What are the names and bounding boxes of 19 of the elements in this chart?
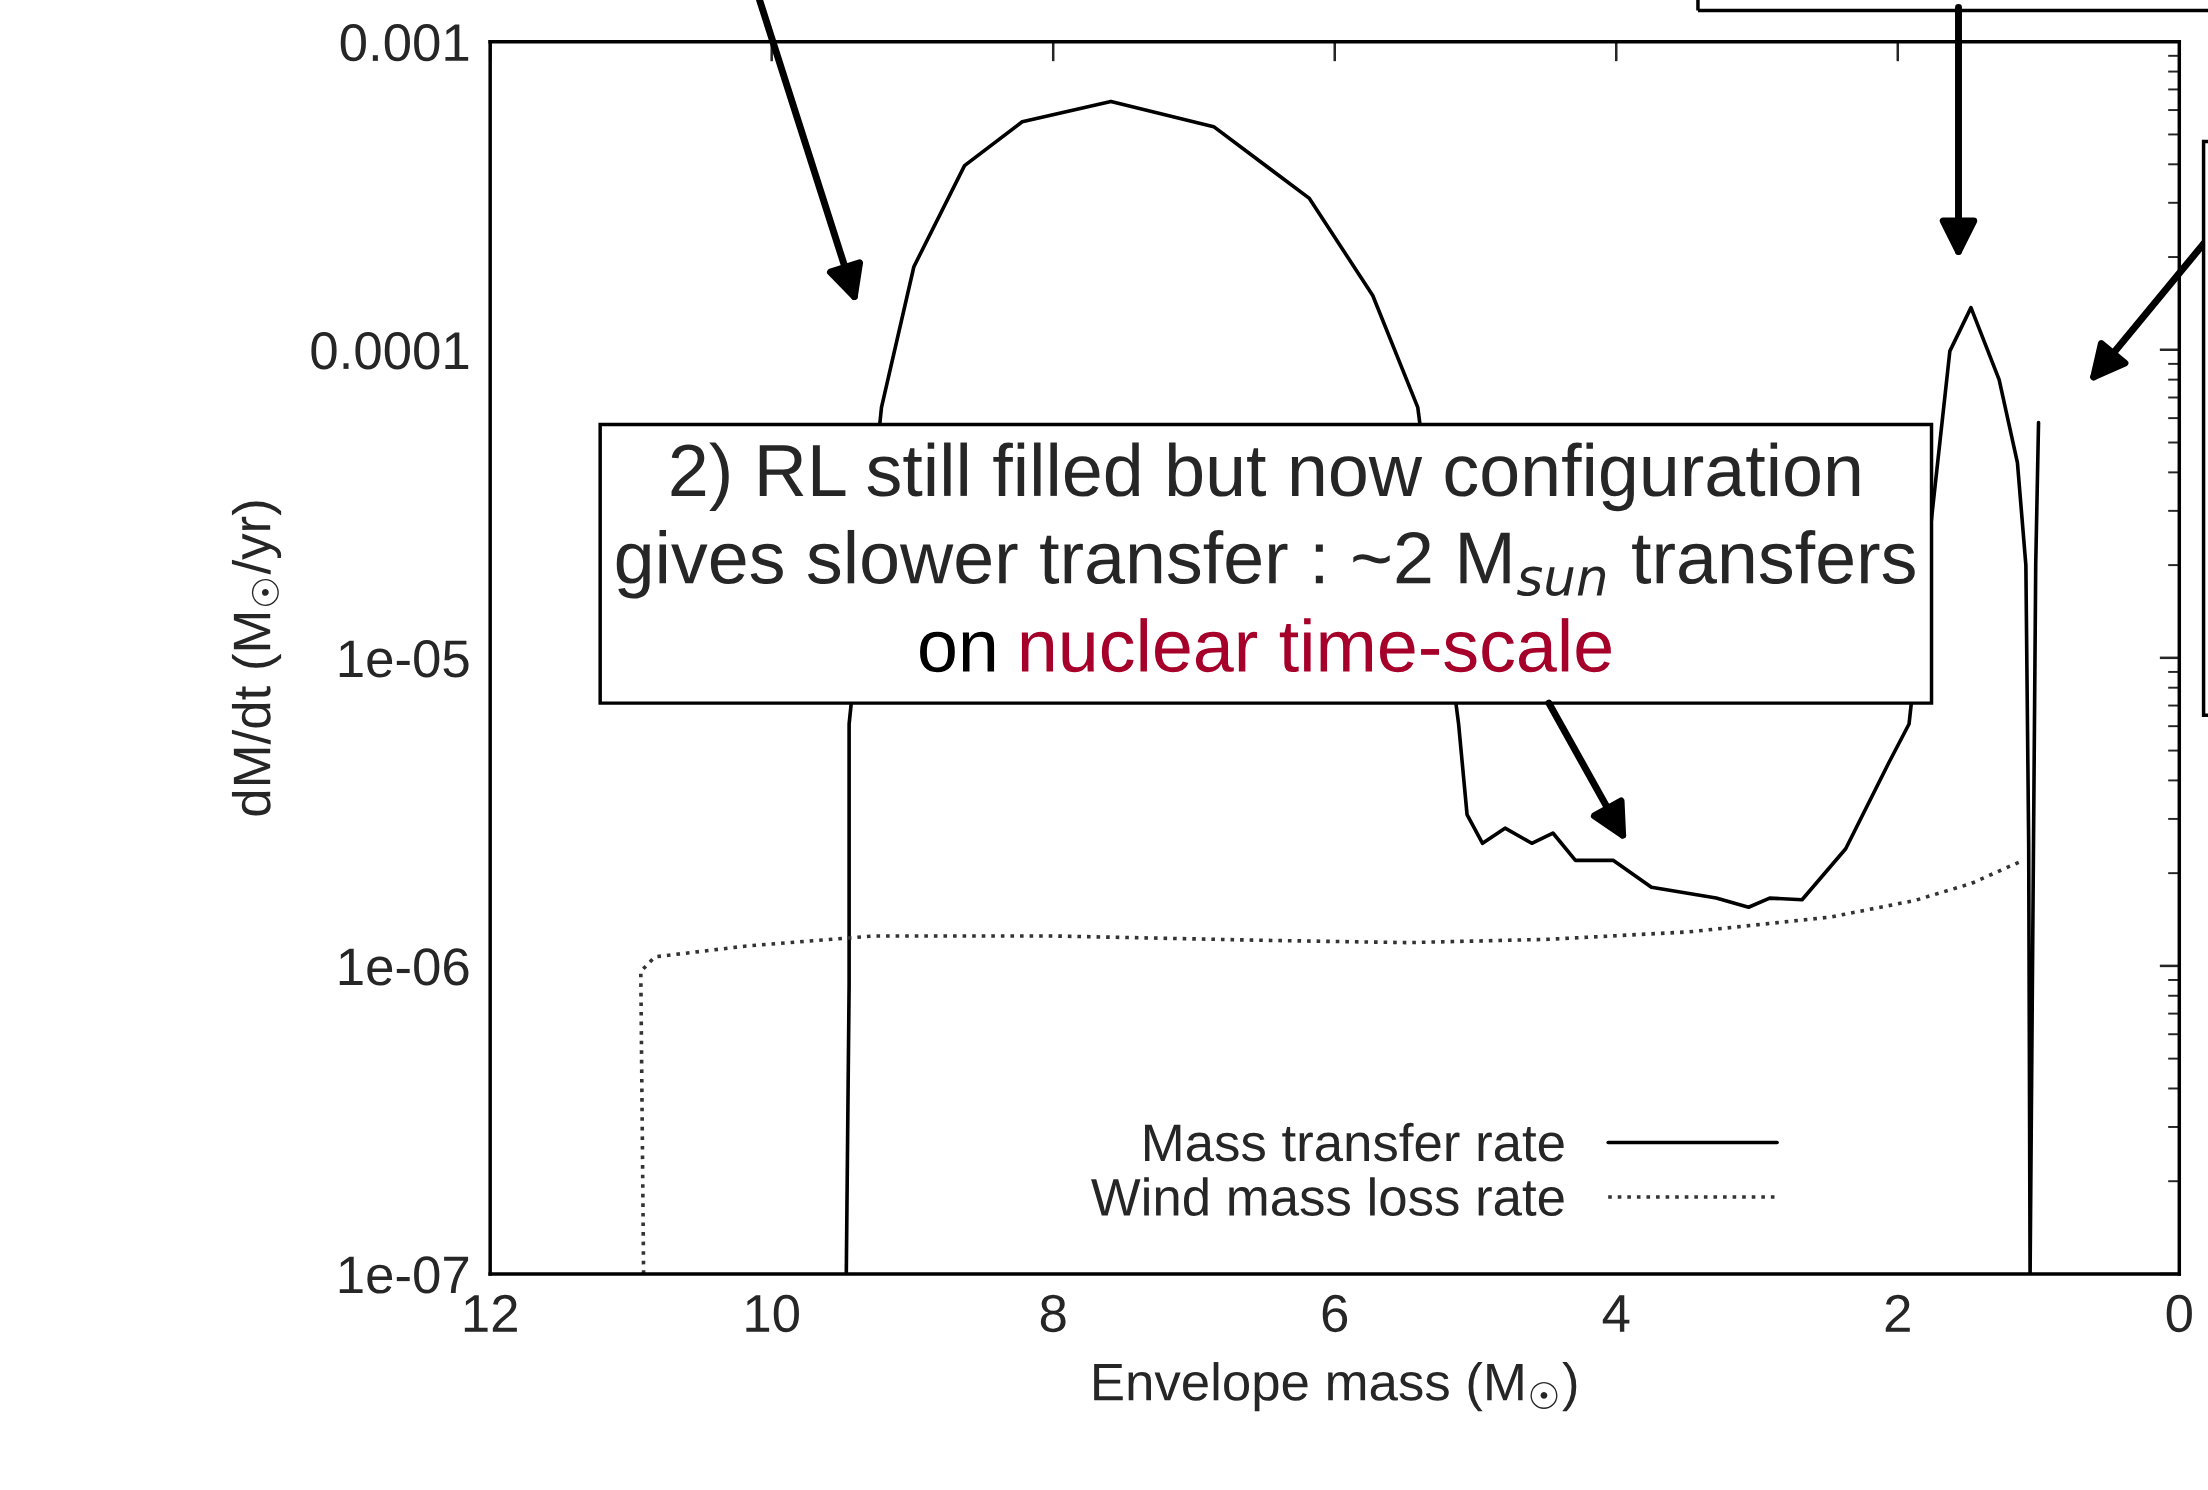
y-tick-label: 0.001 xyxy=(340,23,469,62)
annotation: nuclear time-scale xyxy=(1021,618,1611,673)
legend-label: Mass transfer rate xyxy=(1145,1122,1564,1162)
x-axis-title: Envelope mass (M$_{☉}$) xyxy=(1094,1362,1577,1412)
y-tick-label: 0.0001 xyxy=(311,332,469,370)
annotation: 2) RL still filled but now configuration gives slower transfer : ~2 M$_{sun}$ transfers xyxy=(616,442,1915,599)
y-tick-label: 1e-07 xyxy=(339,1256,469,1294)
y-tick-label: 1e-05 xyxy=(339,640,469,678)
x-tick-label: 2 xyxy=(1885,1294,1910,1332)
x-tick-label: 8 xyxy=(1040,1294,1066,1333)
x-tick-label: 12 xyxy=(464,1294,517,1332)
y-tick-label: 1e-06 xyxy=(339,948,469,986)
x-tick-label: 10 xyxy=(746,1294,799,1333)
x-tick-label: 4 xyxy=(1602,1295,1630,1332)
x-tick-label: 6 xyxy=(1322,1294,1348,1333)
legend-label: Wind mass loss rate xyxy=(1091,1177,1564,1217)
x-tick-label: 0 xyxy=(2166,1294,2192,1333)
y-axis-title: dM/dt (M$_{☉}$/yr) xyxy=(231,501,282,816)
annotation: on xyxy=(920,631,995,673)
